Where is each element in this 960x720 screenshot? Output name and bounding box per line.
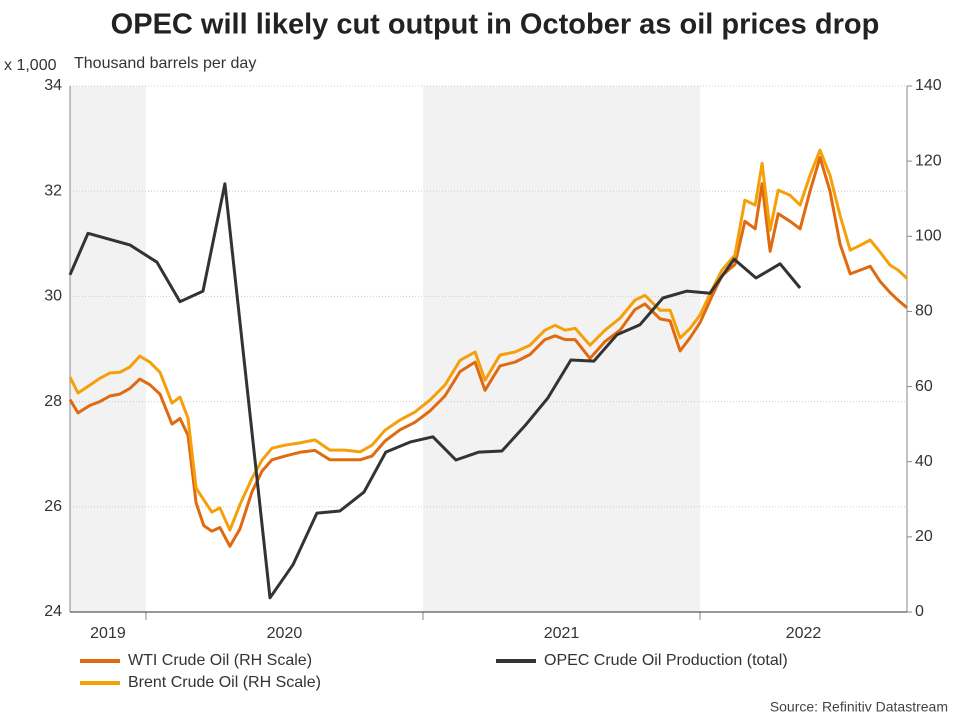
y-unit-label: x 1,000 — [4, 57, 57, 74]
x-tick-label: 2019 — [90, 625, 126, 642]
legend-label: WTI Crude Oil (RH Scale) — [128, 652, 312, 669]
legend-label: Brent Crude Oil (RH Scale) — [128, 674, 321, 691]
y-tick-label: 28 — [44, 393, 62, 410]
source: Source: Refinitiv Datastream — [770, 699, 948, 715]
series-line — [68, 148, 909, 532]
y-tick-label: 30 — [44, 288, 62, 305]
y2-tick-label: 20 — [915, 528, 933, 545]
year-shade — [422, 86, 701, 612]
y2-tick-label: 60 — [915, 378, 933, 395]
y-tick-label: 26 — [44, 498, 62, 515]
y-axis-label: Thousand barrels per day — [74, 55, 256, 72]
y-tick-label: 34 — [44, 77, 62, 94]
series-line — [68, 155, 908, 548]
y-tick-label: 32 — [44, 182, 62, 199]
y-tick-label: 24 — [44, 603, 62, 620]
legend-label: OPEC Crude Oil Production (total) — [544, 652, 788, 669]
background — [70, 86, 701, 612]
year-shade — [70, 86, 146, 612]
x-tick-label: 2022 — [786, 625, 822, 642]
chart-title: OPEC will likely cut output in October a… — [111, 9, 880, 41]
y2-tick-label: 80 — [915, 303, 933, 320]
x-tick-label: 2020 — [267, 625, 303, 642]
y2-tick-label: 0 — [915, 603, 924, 620]
y2-tick-label: 120 — [915, 152, 942, 169]
x-tick-label: 2021 — [544, 625, 580, 642]
y2-tick-label: 140 — [915, 77, 942, 94]
y2-tick-label: 100 — [915, 228, 942, 245]
y2-tick-label: 40 — [915, 453, 933, 470]
series-line — [68, 182, 802, 600]
